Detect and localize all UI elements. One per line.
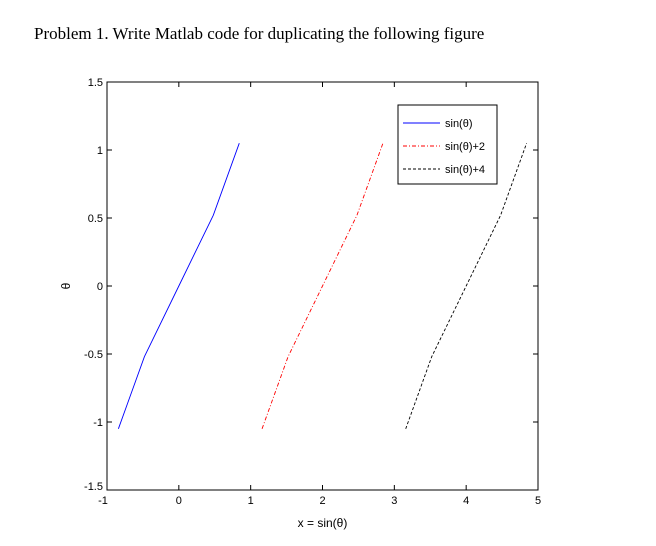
x-tick-label: -1 <box>98 495 108 507</box>
legend-box <box>397 104 498 185</box>
x-tick-label: 3 <box>391 495 397 507</box>
y-tick-label: 1 <box>97 145 103 157</box>
problem-statement: Problem 1. Write Matlab code for duplica… <box>34 24 485 43</box>
y-tick-label: -1 <box>93 417 103 429</box>
y-tick-label: 1.5 <box>88 77 103 89</box>
x-tick-label: 2 <box>319 495 325 507</box>
y-tick-label: 0 <box>97 281 103 293</box>
x-axis-label: x = sin(θ) <box>298 516 348 530</box>
y-axis-label: θ <box>59 282 73 289</box>
y-tick-label: 0.5 <box>88 213 103 225</box>
x-tick-label: 4 <box>463 495 469 507</box>
x-tick-label: 0 <box>176 495 182 507</box>
legend-label-3: sin(θ)+4 <box>445 164 485 176</box>
legend-label-2: sin(θ)+2 <box>445 141 485 153</box>
series-line-3 <box>405 143 528 429</box>
x-tick-label: 1 <box>248 495 254 507</box>
series-line-1 <box>117 143 240 429</box>
y-tick-label: -1.5 <box>84 481 103 493</box>
x-tick-label: 5 <box>535 495 541 507</box>
legend-label-1: sin(θ) <box>445 118 473 130</box>
series-line-2 <box>261 143 384 429</box>
y-tick-label: -0.5 <box>84 349 103 361</box>
